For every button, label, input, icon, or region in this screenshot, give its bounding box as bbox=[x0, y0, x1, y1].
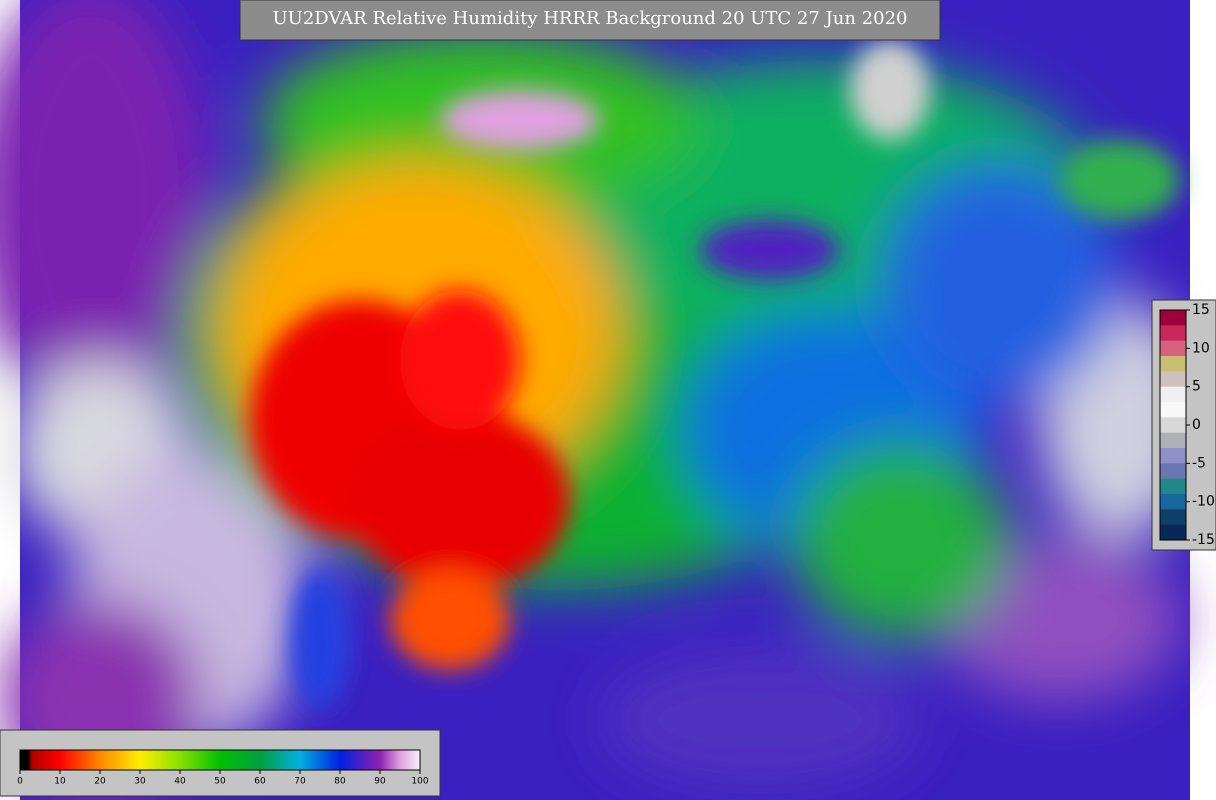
map-title: UU2DVAR Relative Humidity HRRR Backgroun… bbox=[273, 8, 908, 29]
colorbar-tick-label: 100 bbox=[411, 777, 428, 787]
colorbar-tick-label: 10 bbox=[1192, 340, 1210, 356]
colorbar-segment bbox=[1160, 524, 1186, 541]
colorbar-tick-label: 5 bbox=[1192, 379, 1201, 395]
colorbar-tick-label: 50 bbox=[214, 777, 226, 787]
colorbar-segment bbox=[1160, 386, 1186, 403]
difference-colorbar: 15 10 5 0 -5 -10 -15 bbox=[1151, 299, 1216, 551]
colorbar-segment bbox=[1160, 356, 1186, 372]
colorbar-tick-label: 90 bbox=[374, 777, 386, 787]
colorbar-segment bbox=[1160, 402, 1186, 418]
colorbar-segment bbox=[1160, 509, 1186, 526]
colorbar-segment bbox=[1160, 448, 1186, 464]
colorbar-tick-label: -5 bbox=[1192, 455, 1206, 471]
humidity-colorbar: 0 10 20 30 40 50 60 70 80 90 100 bbox=[0, 729, 441, 797]
colorbar-tick-label: 80 bbox=[334, 777, 346, 787]
colorbar-tick-label: 30 bbox=[134, 777, 146, 787]
colorbar-tick-label: 40 bbox=[174, 777, 186, 787]
colorbar-tick-label: 70 bbox=[294, 777, 306, 787]
colorbar-tick-label: 15 bbox=[1192, 302, 1210, 318]
colorbar-segment bbox=[1160, 463, 1186, 480]
colorbar-tick-label: 10 bbox=[54, 777, 66, 787]
colorbar-tick-label: 20 bbox=[94, 777, 106, 787]
title-box: UU2DVAR Relative Humidity HRRR Backgroun… bbox=[239, 0, 941, 41]
colorbar-segment bbox=[1160, 340, 1186, 357]
colorbar-segment bbox=[1160, 478, 1186, 495]
colorbar-tick-label: 60 bbox=[254, 777, 266, 787]
colorbar-tick-label: 0 bbox=[17, 777, 23, 787]
colorbar-segment bbox=[1160, 310, 1186, 326]
colorbar-tick-label: 0 bbox=[1192, 417, 1201, 433]
colorbar-segment bbox=[1160, 432, 1186, 449]
colorbar-tick-label: -10 bbox=[1192, 494, 1215, 510]
colorbar-segment bbox=[1160, 325, 1186, 342]
colorbar-segment bbox=[1160, 417, 1186, 434]
colorbar-segment bbox=[1160, 494, 1186, 510]
colorbar-segment bbox=[1160, 371, 1186, 388]
colorbar-tick-label: -15 bbox=[1192, 532, 1215, 548]
